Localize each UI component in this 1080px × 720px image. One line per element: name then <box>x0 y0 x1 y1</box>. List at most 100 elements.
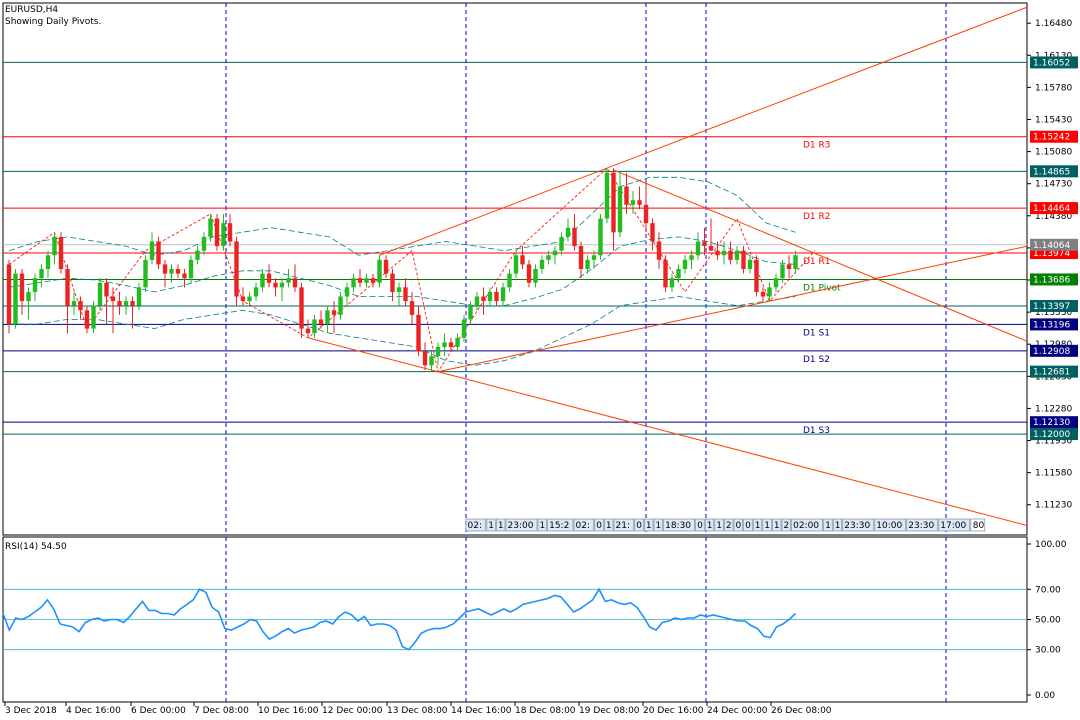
trendline[interactable] <box>379 6 1028 256</box>
candle[interactable] <box>78 296 83 320</box>
candle[interactable] <box>422 342 428 370</box>
candle[interactable] <box>195 246 200 265</box>
candle[interactable] <box>26 287 31 320</box>
candle[interactable] <box>6 259 12 334</box>
candle[interactable] <box>773 273 779 292</box>
candle[interactable] <box>468 301 473 325</box>
candle[interactable] <box>689 250 694 269</box>
candle[interactable] <box>507 269 512 292</box>
candle[interactable] <box>227 213 233 247</box>
candle[interactable] <box>526 259 532 288</box>
candle[interactable] <box>182 269 187 288</box>
candle[interactable] <box>104 278 109 325</box>
candle[interactable] <box>695 232 701 260</box>
candle[interactable] <box>13 269 18 329</box>
candle[interactable] <box>533 264 538 288</box>
candle[interactable] <box>396 282 402 306</box>
candle[interactable] <box>578 241 584 279</box>
candle[interactable] <box>500 282 506 306</box>
candle[interactable] <box>175 264 181 279</box>
candle[interactable] <box>416 305 421 357</box>
candle[interactable] <box>786 255 792 279</box>
candle[interactable] <box>585 255 590 274</box>
candle[interactable] <box>247 291 252 306</box>
candle[interactable] <box>383 255 389 279</box>
candle[interactable] <box>760 287 766 302</box>
candle[interactable] <box>793 250 798 274</box>
candle[interactable] <box>162 259 168 288</box>
candle[interactable] <box>292 264 298 292</box>
candle[interactable] <box>52 232 57 265</box>
candle[interactable] <box>741 246 746 274</box>
candle[interactable] <box>754 255 759 297</box>
candle[interactable] <box>39 264 44 288</box>
candles-layer[interactable] <box>6 168 798 372</box>
candle[interactable] <box>45 250 51 279</box>
candle[interactable] <box>390 269 395 302</box>
candle[interactable] <box>403 278 408 306</box>
candle[interactable] <box>169 264 174 283</box>
candle[interactable] <box>65 264 70 334</box>
candle[interactable] <box>546 250 551 265</box>
candle[interactable] <box>552 246 558 265</box>
candle[interactable] <box>598 213 603 260</box>
candle[interactable] <box>474 291 480 311</box>
candle[interactable] <box>637 186 642 210</box>
candle[interactable] <box>357 269 363 288</box>
candle[interactable] <box>604 168 610 224</box>
candle[interactable] <box>643 181 649 233</box>
candle[interactable] <box>318 310 324 329</box>
candle[interactable] <box>448 337 454 352</box>
candle[interactable] <box>572 213 577 251</box>
candle[interactable] <box>123 296 129 315</box>
candle[interactable] <box>630 191 636 214</box>
candle[interactable] <box>663 255 668 292</box>
candle[interactable] <box>97 278 103 311</box>
candle[interactable] <box>520 246 525 269</box>
candle[interactable] <box>702 227 707 256</box>
candle[interactable] <box>214 213 220 251</box>
candle[interactable] <box>312 314 317 338</box>
candle[interactable] <box>260 269 265 292</box>
candle[interactable] <box>682 255 688 274</box>
candle[interactable] <box>58 232 64 274</box>
candle[interactable] <box>149 232 155 265</box>
candle[interactable] <box>624 172 629 214</box>
candle[interactable] <box>110 287 116 334</box>
candle[interactable] <box>669 273 675 292</box>
candle[interactable] <box>234 236 239 306</box>
candle[interactable] <box>591 250 597 269</box>
candle[interactable] <box>286 269 291 288</box>
candle[interactable] <box>351 273 356 292</box>
candle[interactable] <box>455 333 460 352</box>
candle[interactable] <box>539 255 545 274</box>
candle[interactable] <box>611 168 616 251</box>
candle[interactable] <box>273 278 278 297</box>
candle[interactable] <box>780 259 785 283</box>
trendline[interactable] <box>307 337 1028 526</box>
candle[interactable] <box>240 287 246 306</box>
candle[interactable] <box>266 264 272 288</box>
candle[interactable] <box>767 282 772 302</box>
candle[interactable] <box>364 273 369 288</box>
candle[interactable] <box>721 241 727 265</box>
candle[interactable] <box>305 319 311 338</box>
candle[interactable] <box>188 255 194 283</box>
candle[interactable] <box>253 282 259 302</box>
candle[interactable] <box>299 282 304 338</box>
candle[interactable] <box>481 287 486 315</box>
candle[interactable] <box>409 291 415 325</box>
candle[interactable] <box>130 296 135 329</box>
candle[interactable] <box>487 287 493 306</box>
candle[interactable] <box>19 269 25 315</box>
candle[interactable] <box>71 291 77 315</box>
candle[interactable] <box>435 342 441 366</box>
candle[interactable] <box>747 255 753 274</box>
candle[interactable] <box>734 246 740 265</box>
candle[interactable] <box>565 218 571 242</box>
candle[interactable] <box>429 351 434 372</box>
trendline[interactable] <box>613 169 1028 342</box>
candle[interactable] <box>338 291 343 320</box>
candle[interactable] <box>708 218 714 251</box>
candle[interactable] <box>117 291 122 315</box>
